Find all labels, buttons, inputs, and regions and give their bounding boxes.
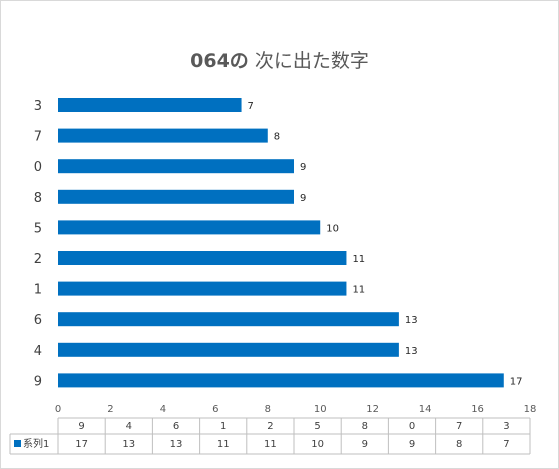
bar — [58, 159, 294, 174]
x-tick-label: 10 — [314, 404, 327, 415]
category-label: 3 — [34, 99, 42, 114]
category-label: 1 — [34, 283, 42, 298]
table-value-cell: 11 — [264, 439, 277, 450]
chart-title-text: 次に出た数字 — [254, 50, 369, 72]
category-label: 2 — [34, 252, 42, 267]
x-tick-label: 18 — [524, 404, 537, 415]
data-label: 13 — [405, 315, 418, 326]
table-header-cell: 2 — [267, 421, 273, 432]
x-tick-label: 0 — [55, 404, 61, 415]
data-label: 10 — [326, 223, 339, 234]
category-label: 6 — [34, 313, 42, 328]
data-label: 7 — [248, 101, 254, 112]
table-header-cell: 4 — [126, 421, 132, 432]
x-tick-label: 2 — [107, 404, 113, 415]
x-tick-label: 12 — [366, 404, 379, 415]
table-header-cell: 5 — [314, 421, 320, 432]
bar — [58, 373, 504, 388]
bar — [58, 189, 294, 204]
table-value-cell: 10 — [311, 439, 324, 450]
bar — [58, 251, 347, 265]
category-label: 7 — [34, 130, 42, 145]
data-label: 9 — [300, 193, 306, 204]
category-label: 0 — [34, 160, 42, 175]
x-tick-label: 14 — [419, 404, 432, 415]
table-header-cell: 7 — [456, 421, 462, 432]
x-tick-label: 16 — [471, 404, 484, 415]
table-header-cell: 0 — [409, 421, 415, 432]
table-value-cell: 9 — [362, 439, 368, 450]
bar — [58, 220, 321, 235]
x-tick-label: 6 — [212, 404, 218, 415]
x-tick-label: 4 — [160, 404, 166, 415]
bar — [58, 342, 399, 357]
bar — [58, 128, 268, 143]
category-label: 8 — [34, 191, 42, 206]
table-header-cell: 6 — [173, 421, 179, 432]
table-header-cell: 8 — [362, 421, 368, 432]
chart-title: 064の 次に出た数字 — [0, 46, 559, 73]
data-label: 9 — [300, 162, 306, 173]
table-value-cell: 9 — [409, 439, 415, 450]
data-label: 11 — [352, 285, 365, 296]
table-row-label: 系列1 — [23, 437, 49, 450]
table-header-cell: 3 — [503, 421, 509, 432]
table-value-cell: 17 — [75, 439, 88, 450]
category-label: 5 — [34, 221, 42, 236]
table-header-cell: 1 — [220, 421, 226, 432]
bar — [58, 98, 242, 112]
category-label: 4 — [34, 344, 42, 359]
data-label: 13 — [405, 346, 418, 357]
bar — [58, 281, 347, 296]
data-label: 11 — [352, 254, 365, 265]
category-label: 9 — [34, 374, 42, 389]
legend-key — [14, 440, 21, 447]
table-value-cell: 13 — [170, 439, 183, 450]
chart-title-number: 064の — [190, 50, 249, 72]
data-label: 17 — [510, 376, 523, 387]
data-label: 8 — [274, 132, 280, 143]
bar — [58, 312, 399, 327]
table-value-cell: 8 — [456, 439, 462, 450]
x-tick-label: 8 — [265, 404, 271, 415]
table-value-cell: 13 — [122, 439, 135, 450]
table-value-cell: 7 — [503, 439, 509, 450]
table-value-cell: 11 — [217, 439, 230, 450]
table-header-cell: 9 — [78, 421, 84, 432]
